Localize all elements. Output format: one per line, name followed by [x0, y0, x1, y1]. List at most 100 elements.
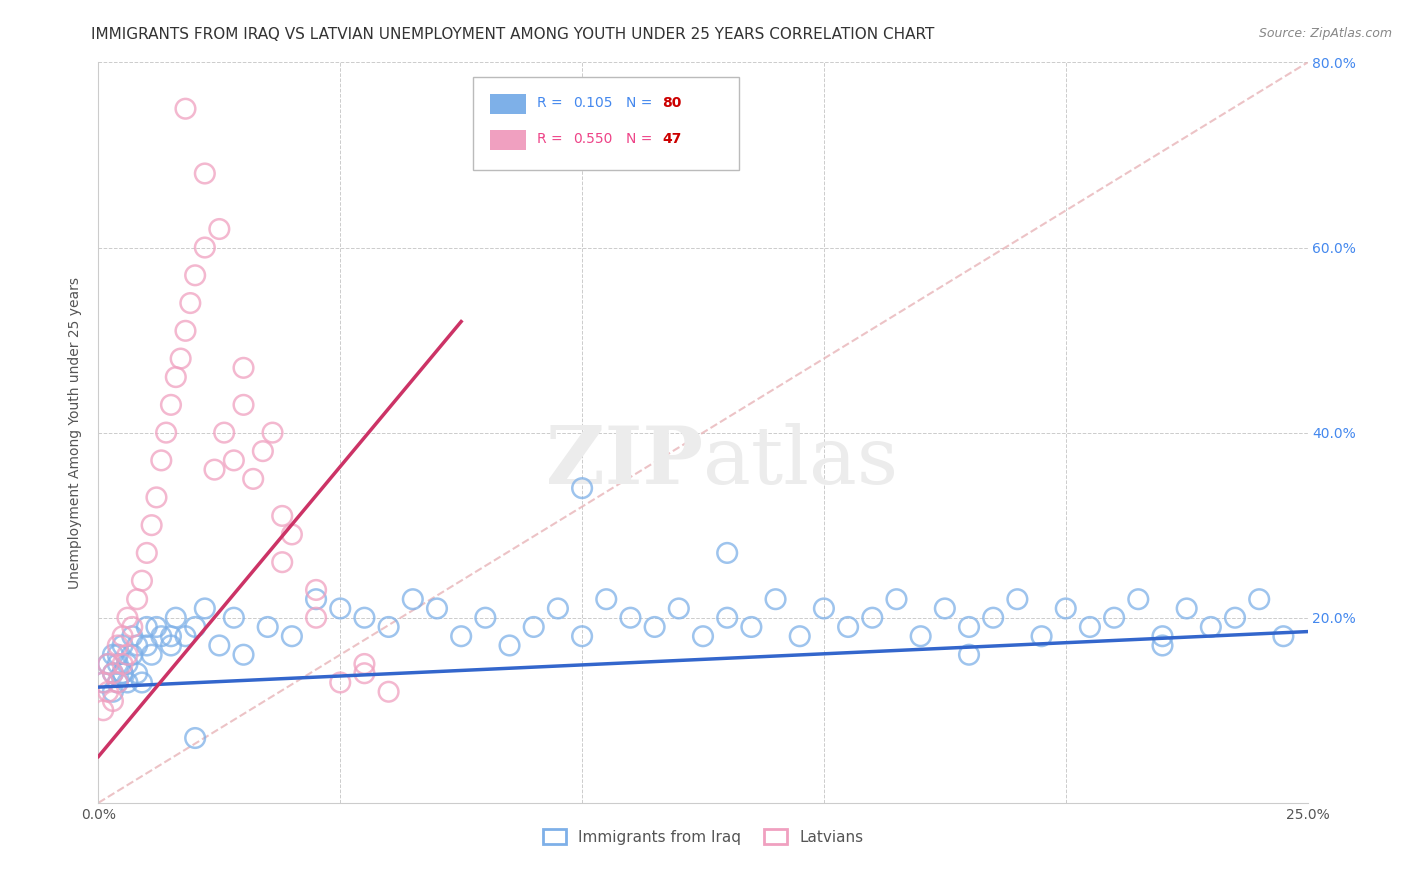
Text: 47: 47 — [662, 132, 682, 145]
Point — [117, 610, 139, 624]
Point — [204, 462, 226, 476]
Point — [194, 166, 217, 180]
Point — [135, 639, 157, 653]
Point — [262, 425, 284, 440]
Point — [121, 620, 143, 634]
Point — [222, 453, 245, 467]
Point — [111, 639, 134, 653]
Text: R =: R = — [537, 96, 568, 110]
Point — [668, 601, 690, 615]
Text: atlas: atlas — [703, 423, 898, 501]
Point — [160, 639, 183, 653]
Point — [860, 610, 883, 624]
Point — [107, 675, 129, 690]
Point — [450, 629, 472, 643]
Point — [121, 629, 143, 643]
Point — [1249, 592, 1271, 607]
Point — [474, 610, 496, 624]
Point — [135, 546, 157, 560]
Point — [1272, 629, 1295, 643]
Point — [184, 268, 207, 283]
Point — [595, 592, 617, 607]
Point — [117, 648, 139, 662]
Point — [305, 610, 328, 624]
Point — [208, 222, 231, 236]
Point — [174, 324, 197, 338]
Point — [107, 639, 129, 653]
Point — [1031, 629, 1053, 643]
Point — [571, 629, 593, 643]
Text: N =: N = — [626, 96, 657, 110]
Point — [141, 518, 163, 533]
Point — [957, 620, 980, 634]
Point — [1054, 601, 1077, 615]
Point — [91, 675, 114, 690]
Point — [1199, 620, 1222, 634]
Text: Source: ZipAtlas.com: Source: ZipAtlas.com — [1258, 27, 1392, 40]
Legend: Immigrants from Iraq, Latvians: Immigrants from Iraq, Latvians — [537, 822, 869, 851]
Point — [179, 296, 201, 310]
Point — [101, 694, 124, 708]
Point — [111, 657, 134, 671]
Point — [1128, 592, 1150, 607]
Point — [97, 657, 120, 671]
Point — [107, 657, 129, 671]
Point — [571, 481, 593, 495]
Point — [135, 620, 157, 634]
Point — [174, 102, 197, 116]
Point — [1152, 639, 1174, 653]
Point — [184, 731, 207, 745]
Point — [886, 592, 908, 607]
Point — [174, 629, 197, 643]
Point — [716, 610, 738, 624]
Point — [1102, 610, 1125, 624]
Point — [160, 629, 183, 643]
Point — [165, 370, 187, 384]
Point — [97, 685, 120, 699]
Point — [111, 629, 134, 643]
Point — [957, 648, 980, 662]
Point — [101, 648, 124, 662]
Point — [353, 666, 375, 681]
Point — [252, 444, 274, 458]
Point — [184, 620, 207, 634]
Point — [619, 610, 641, 624]
Text: 0.550: 0.550 — [574, 132, 613, 145]
Point — [402, 592, 425, 607]
Point — [111, 666, 134, 681]
Point — [131, 574, 153, 588]
FancyBboxPatch shape — [491, 95, 526, 114]
Point — [716, 546, 738, 560]
FancyBboxPatch shape — [474, 78, 740, 169]
Point — [160, 398, 183, 412]
Point — [145, 620, 167, 634]
Point — [305, 582, 328, 597]
Point — [256, 620, 278, 634]
Point — [271, 508, 294, 523]
Point — [740, 620, 762, 634]
Point — [934, 601, 956, 615]
Point — [242, 472, 264, 486]
Text: ZIP: ZIP — [546, 423, 703, 501]
Point — [212, 425, 235, 440]
Point — [644, 620, 666, 634]
Point — [523, 620, 546, 634]
Point — [281, 527, 304, 541]
Point — [1007, 592, 1029, 607]
Point — [232, 398, 254, 412]
Point — [1152, 629, 1174, 643]
Point — [107, 675, 129, 690]
Point — [141, 648, 163, 662]
Text: 80: 80 — [662, 96, 682, 110]
Point — [222, 610, 245, 624]
Point — [305, 592, 328, 607]
Y-axis label: Unemployment Among Youth under 25 years: Unemployment Among Youth under 25 years — [69, 277, 83, 589]
Point — [1078, 620, 1101, 634]
Text: N =: N = — [626, 132, 657, 145]
Point — [121, 648, 143, 662]
Point — [232, 648, 254, 662]
Point — [377, 685, 399, 699]
Point — [837, 620, 859, 634]
Point — [107, 648, 129, 662]
Point — [194, 240, 217, 255]
